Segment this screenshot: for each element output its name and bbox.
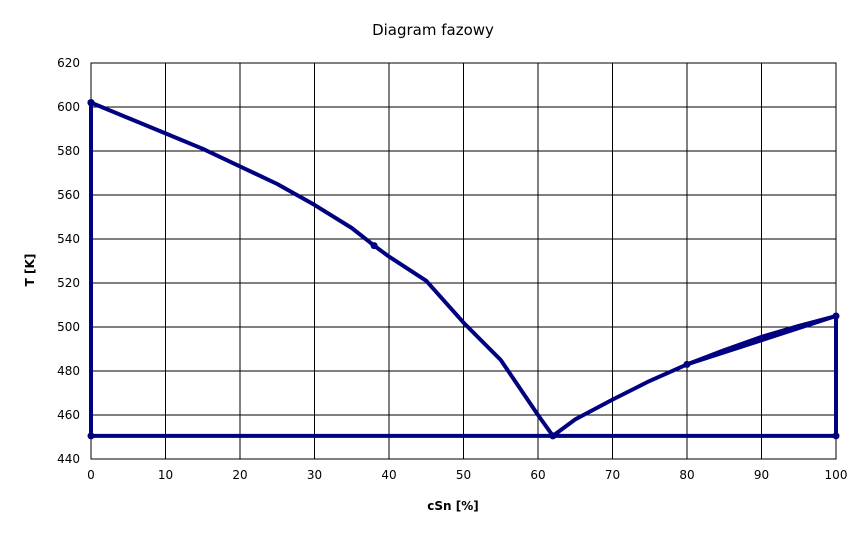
x-tick-label: 30 — [307, 468, 322, 482]
y-tick-label: 620 — [57, 56, 80, 70]
y-tick-label: 560 — [57, 188, 80, 202]
x-tick-label: 100 — [825, 468, 848, 482]
y-tick-label: 460 — [57, 408, 80, 422]
x-tick-label: 90 — [754, 468, 769, 482]
y-tick-label: 440 — [57, 452, 80, 466]
tick-labels: 0 10 20 30 40 50 60 70 80 90 100 440 460 480 500 520 540… — [57, 56, 847, 482]
series-point — [370, 242, 378, 250]
x-tick-label: 40 — [381, 468, 396, 482]
series-line-left-liquidus — [89, 100, 555, 438]
series-point — [683, 360, 691, 368]
series-point — [87, 432, 95, 440]
y-tick-label: 540 — [57, 232, 80, 246]
y-tick-label: 580 — [57, 144, 80, 158]
x-tick-label: 20 — [232, 468, 247, 482]
y-tick-label: 480 — [57, 364, 80, 378]
series-line-right-liquidus — [550, 314, 838, 438]
grid-lines — [90, 62, 837, 460]
y-tick-label: 520 — [57, 276, 80, 290]
series-point — [832, 312, 840, 320]
y-axis-label: T [K] — [23, 254, 37, 287]
series-point — [87, 99, 95, 107]
series-layer — [87, 99, 840, 440]
y-tick-label: 600 — [57, 100, 80, 114]
x-tick-label: 50 — [456, 468, 471, 482]
x-tick-label: 10 — [158, 468, 173, 482]
series-point — [549, 432, 557, 440]
x-tick-label: 0 — [87, 468, 95, 482]
x-tick-label: 70 — [605, 468, 620, 482]
chart-title: Diagram fazowy — [372, 21, 494, 39]
x-tick-label: 60 — [530, 468, 545, 482]
series-point — [832, 432, 840, 440]
x-axis-label: cSn [%] — [427, 499, 478, 513]
y-tick-label: 500 — [57, 320, 80, 334]
x-tick-label: 80 — [679, 468, 694, 482]
